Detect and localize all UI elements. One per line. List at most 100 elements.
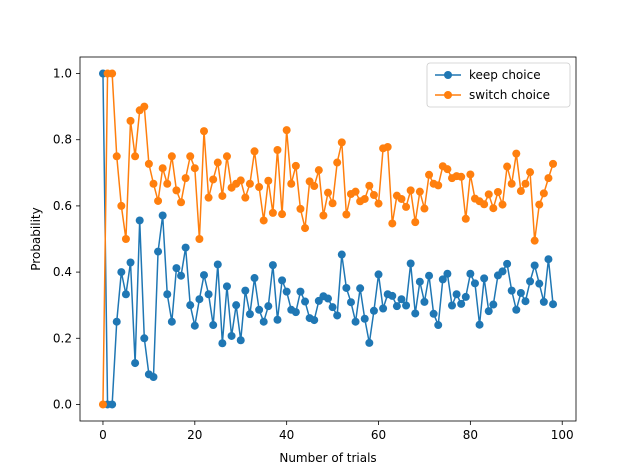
data-point <box>273 315 282 324</box>
data-point <box>328 199 337 208</box>
data-point <box>255 183 264 192</box>
x-axis: 0 20 40 60 80 100 <box>99 421 574 442</box>
data-point <box>195 295 204 304</box>
data-point <box>131 152 140 161</box>
data-point <box>190 164 199 173</box>
data-point <box>108 69 117 78</box>
data-point <box>415 187 424 196</box>
data-point <box>140 102 149 111</box>
data-point <box>434 181 443 190</box>
data-point <box>512 149 521 158</box>
data-point <box>259 216 268 225</box>
data-point <box>397 194 406 203</box>
data-point <box>121 290 130 299</box>
data-point <box>512 305 521 314</box>
series-line <box>102 73 554 406</box>
data-point <box>291 308 300 317</box>
data-point <box>535 279 544 288</box>
data-point <box>507 286 516 295</box>
data-point <box>429 309 438 318</box>
data-point <box>360 314 369 323</box>
data-point <box>200 271 208 280</box>
data-point <box>333 311 342 320</box>
data-point <box>282 287 291 296</box>
data-point <box>250 147 259 156</box>
data-point <box>521 179 530 188</box>
y-tick-label: 1.0 <box>53 67 72 81</box>
data-point <box>420 297 429 306</box>
data-point <box>204 193 213 202</box>
data-point <box>337 250 346 259</box>
data-point <box>466 269 475 278</box>
data-point <box>484 307 493 316</box>
data-point <box>526 168 535 177</box>
data-point <box>167 152 176 161</box>
data-point <box>213 260 222 269</box>
data-point <box>149 372 158 381</box>
data-point <box>411 218 420 227</box>
data-point <box>443 165 452 174</box>
data-point <box>241 193 250 202</box>
y-tick-label: 0.6 <box>53 199 72 213</box>
data-point <box>218 191 227 200</box>
data-point <box>172 264 181 273</box>
plot-area <box>98 69 558 409</box>
data-point <box>319 211 328 220</box>
data-point <box>154 196 163 205</box>
data-point <box>301 297 310 306</box>
data-point <box>98 400 107 409</box>
data-point <box>195 235 204 243</box>
data-point <box>167 317 176 326</box>
y-axis: 0.0 0.2 0.4 0.6 0.8 1.0 <box>53 67 80 411</box>
data-point <box>397 295 406 304</box>
data-point <box>264 302 273 311</box>
data-point <box>204 290 213 299</box>
series-switch-choice <box>98 69 558 409</box>
data-point <box>503 259 512 268</box>
data-point <box>448 301 456 310</box>
x-axis-label: Number of trials <box>279 451 376 465</box>
x-tick-label: 100 <box>551 428 574 442</box>
x-tick-label: 40 <box>279 428 294 442</box>
data-point <box>131 359 140 368</box>
data-point <box>388 219 397 228</box>
data-point <box>516 288 525 297</box>
data-point <box>521 297 530 306</box>
data-point <box>222 282 231 291</box>
data-point <box>112 152 121 161</box>
data-point <box>108 400 117 409</box>
data-point <box>259 317 268 326</box>
data-point <box>466 170 475 179</box>
y-axis-label: Probability <box>29 207 43 270</box>
data-point <box>126 258 135 267</box>
data-point <box>425 170 434 179</box>
data-point <box>314 166 323 175</box>
data-point <box>227 331 236 340</box>
data-point <box>383 143 392 152</box>
data-point <box>346 298 355 307</box>
data-point <box>328 303 337 312</box>
data-point <box>507 179 516 188</box>
data-point <box>186 152 195 161</box>
data-point <box>186 301 195 310</box>
data-point <box>245 179 254 188</box>
data-point <box>222 152 231 161</box>
y-tick-label: 0.0 <box>53 397 72 411</box>
data-point <box>388 291 397 300</box>
data-point <box>402 202 411 211</box>
data-point <box>310 316 319 325</box>
data-point <box>452 290 461 299</box>
data-point <box>457 299 466 308</box>
legend: keep choice switch choice <box>426 62 571 108</box>
data-point <box>149 179 158 188</box>
data-point <box>360 194 369 203</box>
data-point <box>415 277 424 286</box>
axes-frame <box>79 56 577 422</box>
data-point <box>374 199 383 208</box>
x-tick-label: 80 <box>463 428 478 442</box>
data-point <box>255 305 264 314</box>
series-keep-choice <box>98 69 558 409</box>
data-point <box>236 176 245 185</box>
legend-label: keep choice <box>469 68 541 82</box>
data-point <box>172 186 181 195</box>
